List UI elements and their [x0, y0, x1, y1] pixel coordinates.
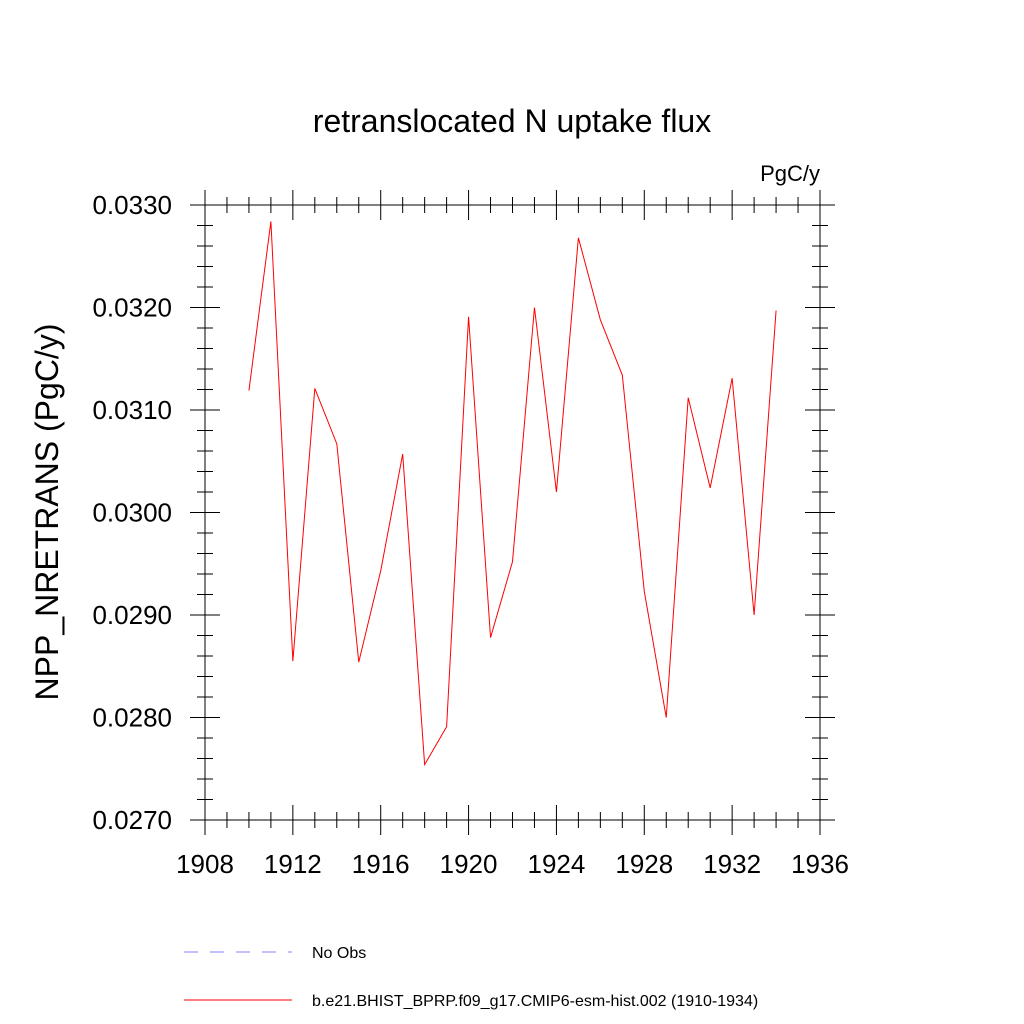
y-tick-label: 0.0330	[92, 190, 172, 220]
legend-label-no-obs: No Obs	[312, 945, 366, 962]
x-tick-label: 1908	[176, 849, 234, 879]
axis-ticks	[190, 190, 835, 835]
chart-title: retranslocated N uptake flux	[313, 103, 711, 139]
y-tick-label: 0.0310	[92, 395, 172, 425]
x-tick-label: 1932	[703, 849, 761, 879]
y-tick-label: 0.0280	[92, 703, 172, 733]
y-axis-label: NPP_NRETRANS (PgC/y)	[29, 324, 65, 701]
x-tick-label: 1912	[264, 849, 322, 879]
x-tick-label: 1936	[791, 849, 849, 879]
legend-label-model-run: b.e21.BHIST_BPRP.f09_g17.CMIP6-esm-hist.…	[312, 993, 758, 1010]
x-tick-labels: 1908 1912 1916 1920 1924 1928 1932 1936	[176, 849, 849, 879]
legend: No Obs b.e21.BHIST_BPRP.f09_g17.CMIP6-es…	[184, 945, 758, 1010]
units-label: PgC/y	[760, 161, 820, 186]
y-tick-label: 0.0300	[92, 498, 172, 528]
y-tick-labels: 0.0270 0.0280 0.0290 0.0300 0.0310 0.0320 0.03…	[92, 190, 172, 835]
x-tick-label: 1916	[352, 849, 410, 879]
plot-frame	[204, 204, 821, 821]
x-tick-label: 1924	[528, 849, 586, 879]
y-tick-label: 0.0290	[92, 600, 172, 630]
series-group	[248, 221, 777, 767]
x-tick-label: 1928	[615, 849, 673, 879]
x-tick-label: 1920	[440, 849, 498, 879]
y-tick-label: 0.0320	[92, 293, 172, 323]
y-tick-label: 0.0270	[92, 805, 172, 835]
series-line-0	[248, 221, 777, 767]
